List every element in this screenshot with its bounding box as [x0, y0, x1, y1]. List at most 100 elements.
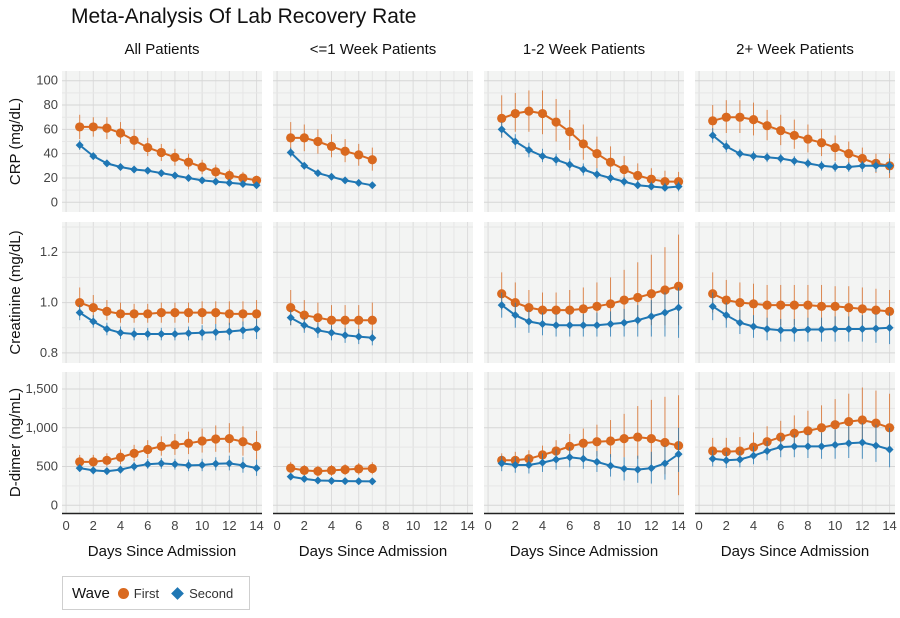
data-point	[565, 127, 575, 137]
data-point	[552, 321, 561, 330]
x-tick-label: 12	[855, 518, 869, 533]
x-tick-label: 0	[484, 518, 491, 533]
data-point	[89, 152, 98, 161]
x-axis-2-week-patients: 0 2 4 6 8 10 12 14 Days Since Admission	[695, 512, 897, 560]
data-point	[579, 454, 588, 463]
data-point	[75, 297, 85, 308]
data-point	[341, 477, 350, 486]
data-point	[313, 466, 323, 476]
data-point	[299, 465, 309, 475]
data-point	[184, 329, 193, 338]
data-point	[102, 159, 111, 168]
data-point	[170, 308, 180, 318]
data-point	[300, 474, 309, 483]
data-point	[830, 142, 840, 153]
data-point	[89, 317, 98, 326]
data-point	[537, 108, 548, 119]
series-second	[497, 122, 683, 192]
data-point	[831, 163, 840, 172]
x-tick-label: 6	[777, 518, 784, 533]
panel-data-d-dimer-ng-ml-2-week-patients	[708, 387, 895, 469]
data-point	[565, 441, 575, 451]
data-point	[776, 300, 786, 310]
data-point	[524, 106, 534, 116]
data-point	[511, 137, 520, 146]
data-point	[844, 163, 853, 172]
data-point	[816, 138, 827, 148]
y-tick-label: 60	[44, 121, 58, 136]
data-point	[367, 155, 377, 165]
data-point	[735, 297, 745, 308]
data-point	[286, 303, 296, 313]
data-point	[871, 418, 881, 428]
panel-crp-mg-dl-2-week-patients	[695, 71, 895, 212]
data-point	[286, 148, 295, 157]
data-point	[803, 134, 813, 144]
data-point	[722, 456, 731, 465]
data-point	[735, 149, 744, 158]
data-point	[368, 181, 377, 190]
data-point	[286, 472, 295, 481]
data-point	[708, 131, 717, 140]
data-point	[816, 423, 827, 433]
data-point	[102, 467, 111, 476]
data-point	[115, 309, 126, 319]
series-second	[75, 140, 261, 190]
data-point	[884, 306, 895, 316]
panel-d-dimer-ng-ml-1-2-week-patients	[484, 372, 684, 513]
data-point	[708, 302, 717, 311]
data-point	[89, 466, 98, 475]
data-point	[831, 325, 840, 334]
data-point	[326, 465, 337, 475]
data-point	[763, 153, 772, 162]
data-point	[251, 309, 262, 319]
data-point	[660, 459, 669, 468]
data-point	[211, 167, 221, 177]
data-point	[871, 324, 880, 333]
data-point	[673, 281, 684, 291]
data-point	[143, 330, 152, 339]
x-tick-label: 12	[644, 518, 658, 533]
data-point	[817, 161, 826, 170]
data-point	[646, 289, 656, 299]
x-tick-label: 4	[750, 518, 757, 533]
data-point	[660, 308, 669, 317]
data-point	[354, 477, 363, 486]
data-point	[565, 160, 574, 169]
data-point	[830, 420, 840, 430]
data-point	[143, 444, 153, 455]
panel-data-d-dimer-ng-ml-1-2-week-patients	[497, 395, 684, 496]
panel-creatinine-mg-dl-all-patients: 0.8 1.0 1.2	[40, 222, 262, 363]
data-point	[157, 330, 166, 339]
data-point	[552, 155, 561, 164]
data-point	[252, 464, 261, 473]
data-point	[552, 455, 561, 464]
data-point	[367, 463, 377, 474]
data-point	[592, 457, 601, 466]
x-tick-label: 4	[539, 518, 546, 533]
data-point	[211, 308, 221, 318]
data-point	[592, 170, 601, 179]
data-point	[198, 328, 207, 337]
data-point	[354, 464, 364, 474]
data-point	[170, 460, 179, 469]
data-point	[184, 461, 193, 470]
legend-marker-first	[117, 587, 129, 599]
data-point	[224, 434, 234, 444]
data-point	[211, 459, 220, 468]
data-point	[606, 319, 615, 328]
data-point	[673, 177, 684, 187]
data-point	[225, 459, 234, 468]
y-tick-label: 1.0	[40, 295, 58, 310]
data-point	[238, 461, 247, 470]
data-point	[735, 455, 744, 464]
data-point	[620, 464, 629, 473]
data-point	[857, 415, 867, 425]
panel-crp-mg-dl-all-patients: 0 20 40 60 80 100	[36, 71, 262, 212]
x-tick-label: 6	[355, 518, 362, 533]
data-point	[170, 330, 179, 339]
y-tick-label: 0.8	[40, 345, 58, 360]
data-point	[551, 305, 561, 315]
data-point	[619, 434, 629, 444]
data-point	[116, 328, 125, 337]
